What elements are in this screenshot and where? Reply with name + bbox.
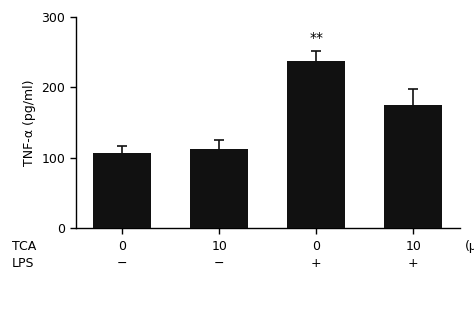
Text: 0: 0 — [312, 241, 320, 253]
Text: +: + — [311, 257, 321, 270]
Bar — [190, 149, 248, 228]
Text: −: − — [214, 257, 225, 270]
Text: TCA: TCA — [12, 241, 36, 253]
Bar — [384, 105, 442, 228]
Text: 10: 10 — [211, 241, 227, 253]
Bar — [287, 61, 346, 228]
Text: 0: 0 — [118, 241, 127, 253]
Text: **: ** — [310, 31, 323, 45]
Bar — [93, 153, 152, 228]
Text: +: + — [408, 257, 419, 270]
Text: 10: 10 — [405, 241, 421, 253]
Text: (μM): (μM) — [465, 241, 474, 253]
Text: LPS: LPS — [12, 257, 34, 270]
Y-axis label: TNF-α (pg/ml): TNF-α (pg/ml) — [23, 79, 36, 166]
Text: −: − — [117, 257, 128, 270]
